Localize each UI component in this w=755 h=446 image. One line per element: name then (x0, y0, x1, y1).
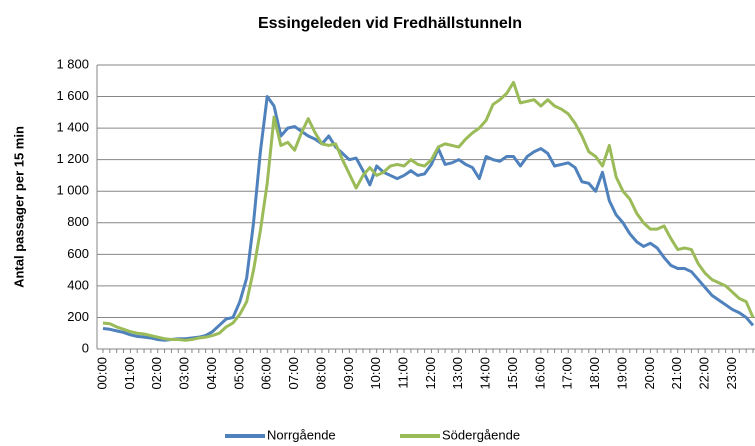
y-tick-label: 1 000 (56, 183, 89, 198)
x-tick-label: 09:00 (341, 357, 356, 390)
x-tick-label: 01:00 (122, 357, 137, 390)
x-tick-label: 00:00 (94, 357, 109, 390)
x-tick-label: 04:00 (204, 357, 219, 390)
x-tick-label: 19:00 (614, 357, 629, 390)
series-line (102, 95, 755, 342)
x-tick-label: 02:00 (149, 357, 164, 390)
y-tick-label: 400 (67, 277, 89, 292)
y-axis-title: Antal passager per 15 min (11, 126, 26, 288)
legend-label: Södergående (442, 427, 520, 442)
x-tick-label: 15:00 (505, 357, 520, 390)
x-tick-label: 05:00 (231, 357, 246, 390)
x-tick-label: 03:00 (177, 357, 192, 390)
x-tick-label: 07:00 (286, 357, 301, 390)
x-tick-label: 10:00 (368, 357, 383, 390)
x-tick-label: 21:00 (669, 357, 684, 390)
y-tick-label: 200 (67, 309, 89, 324)
x-tick-label: 06:00 (259, 357, 274, 390)
x-tick-label: 22:00 (697, 357, 712, 390)
y-tick-label: 1 200 (56, 151, 89, 166)
chart-title: Essingeleden vid Fredhällstunneln (258, 15, 522, 32)
series-line (102, 80, 755, 342)
y-tick-label: 800 (67, 214, 89, 229)
x-tick-label: 12:00 (423, 357, 438, 390)
x-tick-label: 11:00 (395, 357, 410, 389)
x-tick-label: 16:00 (532, 357, 547, 390)
y-tick-label: 0 (82, 340, 89, 355)
x-tick-label: 08:00 (313, 357, 328, 390)
y-tick-label: 1 800 (56, 56, 89, 71)
y-tick-label: 1 600 (56, 88, 89, 103)
x-tick-label: 13:00 (450, 357, 465, 390)
x-tick-label: 18:00 (587, 357, 602, 390)
y-tick-label: 600 (67, 246, 89, 261)
x-tick-label: 23:00 (724, 357, 739, 390)
x-tick-label: 20:00 (642, 357, 657, 390)
x-tick-label: 17:00 (560, 357, 575, 390)
y-tick-label: 1 400 (56, 120, 89, 135)
x-tick-label: 14:00 (478, 357, 493, 390)
legend-label: Norrgående (267, 427, 336, 442)
